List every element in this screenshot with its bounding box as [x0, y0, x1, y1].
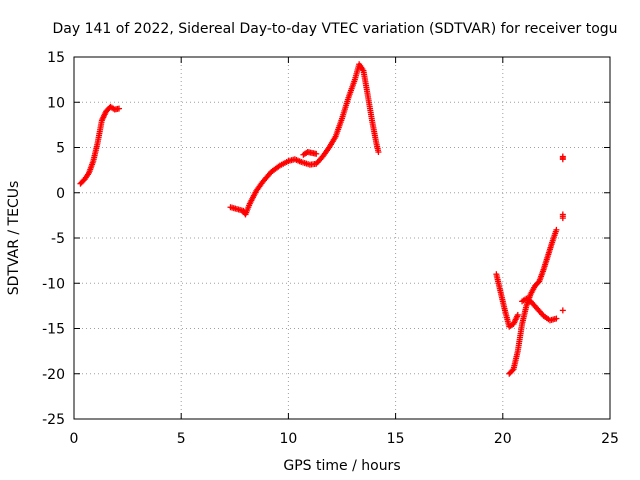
x-tick-label: 15: [387, 431, 405, 447]
data-point: [313, 150, 320, 157]
y-tick-label: -5: [51, 231, 65, 247]
chart-title: Day 141 of 2022, Sidereal Day-to-day VTE…: [52, 21, 617, 37]
x-tick-label: 20: [494, 431, 512, 447]
x-tick-label: 5: [177, 431, 186, 447]
y-tick-label: 15: [47, 50, 65, 66]
x-tick-label: 10: [279, 431, 297, 447]
y-tick-label: 5: [56, 141, 65, 157]
y-tick-label: 0: [56, 186, 65, 202]
x-tick-label: 0: [70, 431, 79, 447]
x-axis-label: GPS time / hours: [283, 458, 400, 474]
y-tick-label: 10: [47, 95, 65, 111]
y-tick-label: -15: [42, 322, 65, 338]
axis-ticks: 0 5 10 15 20 25 -25 -20 -15 -10 -5 0 5 10 15: [42, 50, 619, 447]
x-tick-label: 25: [601, 431, 619, 447]
data-point: [553, 315, 560, 322]
data-point: [559, 156, 566, 163]
data-point: [559, 215, 566, 222]
y-tick-label: -10: [42, 276, 65, 292]
data-point: [375, 149, 382, 156]
data-point: [559, 307, 566, 314]
y-tick-label: -20: [42, 367, 65, 383]
y-tick-label: -25: [42, 412, 65, 428]
grid: [74, 57, 610, 419]
data-point: [514, 311, 521, 318]
y-axis-label: SDTVAR / TECUs: [6, 181, 22, 296]
data-point: [553, 226, 560, 233]
data-points: [77, 61, 566, 377]
data-point: [116, 105, 123, 112]
